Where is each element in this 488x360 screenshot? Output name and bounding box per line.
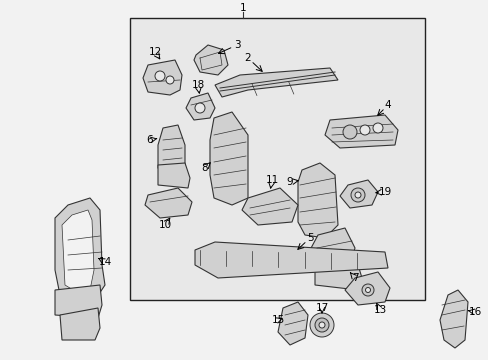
Polygon shape xyxy=(278,302,307,345)
Circle shape xyxy=(354,192,360,198)
Circle shape xyxy=(314,318,328,332)
Text: 7: 7 xyxy=(351,273,358,283)
Text: 19: 19 xyxy=(378,187,391,197)
Circle shape xyxy=(359,125,369,135)
Text: 3: 3 xyxy=(233,40,240,50)
Text: 17: 17 xyxy=(315,303,328,313)
Text: 5: 5 xyxy=(306,233,313,243)
Circle shape xyxy=(365,288,370,292)
Text: 8: 8 xyxy=(201,163,208,173)
Polygon shape xyxy=(339,180,377,208)
Circle shape xyxy=(361,284,373,296)
Text: 14: 14 xyxy=(98,257,111,267)
Circle shape xyxy=(155,71,164,81)
Polygon shape xyxy=(314,255,361,290)
Text: 16: 16 xyxy=(468,307,481,317)
Text: 1: 1 xyxy=(239,3,246,13)
Text: 13: 13 xyxy=(373,305,386,315)
Polygon shape xyxy=(158,125,184,178)
Text: 12: 12 xyxy=(148,47,162,57)
Polygon shape xyxy=(185,93,215,120)
Polygon shape xyxy=(194,45,227,75)
Text: 10: 10 xyxy=(158,220,171,230)
Circle shape xyxy=(195,103,204,113)
Polygon shape xyxy=(145,188,192,218)
Circle shape xyxy=(342,125,356,139)
Polygon shape xyxy=(55,285,102,318)
Text: 9: 9 xyxy=(286,177,293,187)
Polygon shape xyxy=(439,290,467,348)
Text: 11: 11 xyxy=(265,175,278,185)
Circle shape xyxy=(350,188,364,202)
Text: 15: 15 xyxy=(271,315,284,325)
Text: 18: 18 xyxy=(191,80,204,90)
Polygon shape xyxy=(60,308,100,340)
Circle shape xyxy=(165,76,174,84)
Polygon shape xyxy=(62,210,94,293)
Polygon shape xyxy=(309,228,354,268)
Bar xyxy=(130,18,424,300)
Polygon shape xyxy=(158,163,190,188)
Circle shape xyxy=(318,322,325,328)
Polygon shape xyxy=(325,115,397,148)
Polygon shape xyxy=(242,188,297,225)
Circle shape xyxy=(309,313,333,337)
Polygon shape xyxy=(215,68,337,97)
Polygon shape xyxy=(345,272,389,305)
Circle shape xyxy=(372,123,382,133)
Text: 2: 2 xyxy=(244,53,251,63)
Polygon shape xyxy=(209,112,247,205)
Polygon shape xyxy=(55,198,105,305)
Text: 4: 4 xyxy=(384,100,390,110)
Polygon shape xyxy=(297,163,337,238)
Text: 6: 6 xyxy=(146,135,153,145)
Polygon shape xyxy=(195,242,387,278)
Polygon shape xyxy=(142,60,182,95)
